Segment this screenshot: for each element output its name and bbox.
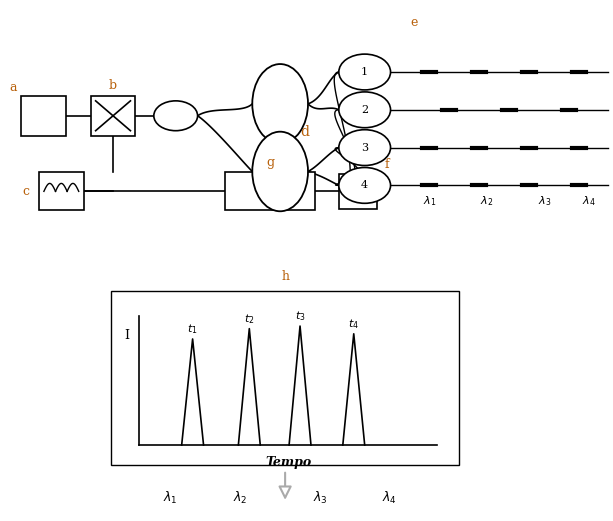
Text: $\lambda_3$: $\lambda_3$ [538,194,551,208]
Ellipse shape [253,132,308,211]
Text: $\lambda_4$: $\lambda_4$ [382,490,397,506]
Text: $\lambda_1$: $\lambda_1$ [423,194,436,208]
Text: $\lambda_2$: $\lambda_2$ [233,490,248,506]
Text: c: c [22,185,29,198]
Text: $\lambda_4$: $\lambda_4$ [582,194,595,208]
Ellipse shape [154,101,197,131]
Text: 3: 3 [361,143,368,153]
Text: I: I [124,329,129,342]
Text: a: a [9,81,17,94]
Bar [21,96,66,135]
Text: Tempo: Tempo [265,456,311,469]
Text: g: g [266,156,274,169]
Text: $t_1$: $t_1$ [188,322,198,336]
Text: 2: 2 [361,105,368,115]
Text: e: e [411,16,418,29]
Bar [226,172,315,210]
Text: $t_4$: $t_4$ [348,317,359,331]
Bar [91,96,135,135]
Bar [111,291,459,465]
Ellipse shape [339,92,390,128]
Bar [339,174,376,209]
Text: $\lambda_2$: $\lambda_2$ [481,194,493,208]
Bar [39,172,84,210]
Text: 4: 4 [361,180,368,190]
Ellipse shape [339,54,390,90]
Text: h: h [281,270,289,283]
Ellipse shape [253,64,308,144]
Text: $t_2$: $t_2$ [244,312,254,326]
Text: $\lambda_1$: $\lambda_1$ [164,490,178,506]
Text: 1: 1 [361,67,368,77]
Ellipse shape [339,167,390,203]
Text: f: f [384,157,389,170]
Text: $\lambda_3$: $\lambda_3$ [313,490,327,506]
Text: d: d [300,125,310,139]
Ellipse shape [339,130,390,166]
Text: $t_3$: $t_3$ [295,309,305,323]
Text: b: b [109,79,117,92]
